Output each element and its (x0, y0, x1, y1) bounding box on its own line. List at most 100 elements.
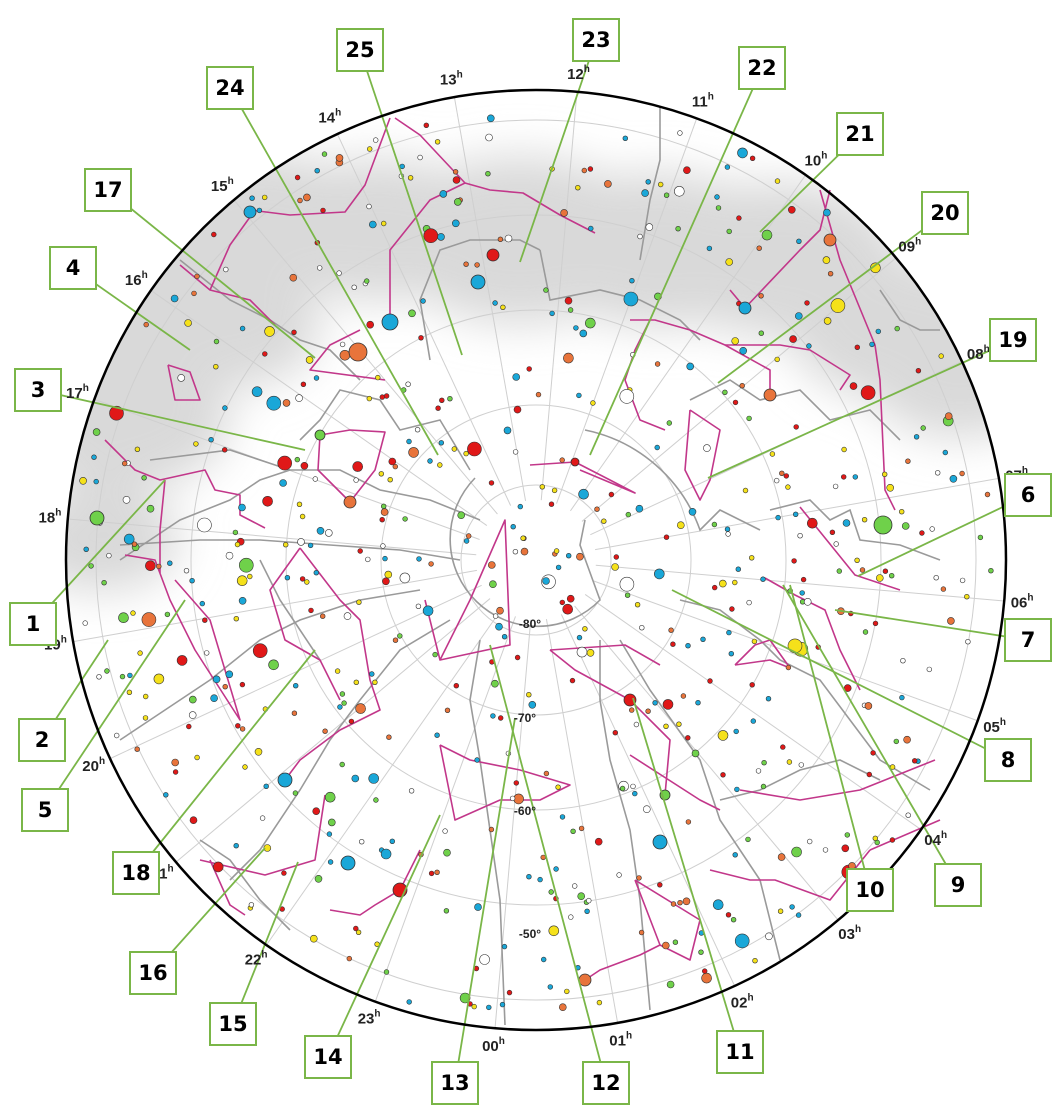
star (854, 557, 860, 563)
star (860, 385, 876, 401)
star (714, 194, 720, 200)
star (587, 166, 594, 172)
ra-label-00: 00h (482, 1036, 505, 1055)
star (239, 726, 246, 732)
star (336, 270, 342, 276)
star (726, 228, 732, 235)
star (366, 203, 372, 210)
star (736, 215, 742, 221)
callout-2: 2 (18, 718, 66, 762)
star (263, 783, 269, 789)
star (327, 859, 334, 865)
dec-label: -70° (514, 711, 536, 725)
star (504, 234, 513, 243)
leader-line (519, 39, 597, 263)
star (542, 577, 550, 585)
star (645, 179, 651, 185)
star (706, 245, 713, 252)
star (942, 449, 948, 456)
star (749, 155, 756, 162)
star (197, 517, 212, 533)
star (313, 375, 320, 381)
star (959, 470, 965, 477)
star (289, 273, 298, 282)
star (560, 209, 568, 217)
star (761, 759, 767, 766)
star (623, 291, 639, 307)
star (83, 546, 89, 552)
star (780, 744, 786, 750)
bright-star (570, 457, 580, 467)
star (553, 866, 559, 872)
star (213, 364, 219, 370)
callout-leader-lines (32, 39, 1029, 1084)
star (668, 627, 674, 633)
callout-24: 24 (206, 66, 254, 110)
star (252, 643, 268, 659)
star (789, 335, 797, 343)
ra-label-11: 11h (692, 91, 714, 110)
star (553, 548, 560, 554)
star (676, 721, 682, 727)
star (262, 495, 273, 507)
star (512, 449, 519, 455)
star (189, 816, 198, 825)
bright-star (623, 693, 637, 707)
bright-star (340, 855, 356, 871)
star (503, 426, 512, 435)
star (898, 509, 905, 515)
star (247, 573, 253, 580)
star (109, 405, 124, 421)
star (608, 491, 615, 498)
star (357, 548, 363, 554)
star (691, 749, 700, 758)
star (383, 393, 390, 399)
star (582, 626, 588, 632)
callout-9: 9 (934, 863, 982, 907)
star (539, 484, 545, 490)
star (899, 694, 905, 701)
star (849, 382, 858, 390)
star (724, 526, 731, 532)
star (501, 943, 508, 950)
star (188, 711, 197, 719)
star (443, 908, 450, 914)
bright-star (823, 233, 837, 247)
star (725, 531, 731, 537)
star (437, 462, 443, 468)
star (685, 819, 692, 825)
star (457, 511, 466, 520)
callout-25: 25 (336, 28, 384, 72)
leader-line (135, 649, 316, 874)
star (840, 474, 847, 480)
star (634, 601, 641, 608)
star (672, 939, 679, 945)
callout-5: 5 (21, 788, 69, 832)
star (320, 207, 326, 214)
star (399, 572, 411, 584)
star (294, 174, 301, 181)
star (434, 732, 440, 738)
star (657, 882, 663, 888)
star (383, 969, 390, 975)
star (490, 713, 496, 719)
star (146, 504, 155, 513)
callout-11: 11 (716, 1030, 764, 1074)
star (222, 405, 228, 411)
star (613, 554, 619, 560)
star (677, 899, 683, 906)
star (193, 441, 199, 447)
star (423, 228, 439, 243)
star (223, 266, 229, 273)
star (619, 576, 635, 592)
star (256, 207, 263, 214)
ra-label-22: 22h (245, 950, 268, 969)
star (194, 754, 200, 761)
star (416, 556, 422, 562)
dec-label: -50° (519, 927, 541, 941)
star (291, 710, 298, 716)
star (236, 575, 248, 587)
callout-4: 4 (49, 246, 97, 290)
star (866, 771, 872, 778)
star (842, 519, 851, 527)
